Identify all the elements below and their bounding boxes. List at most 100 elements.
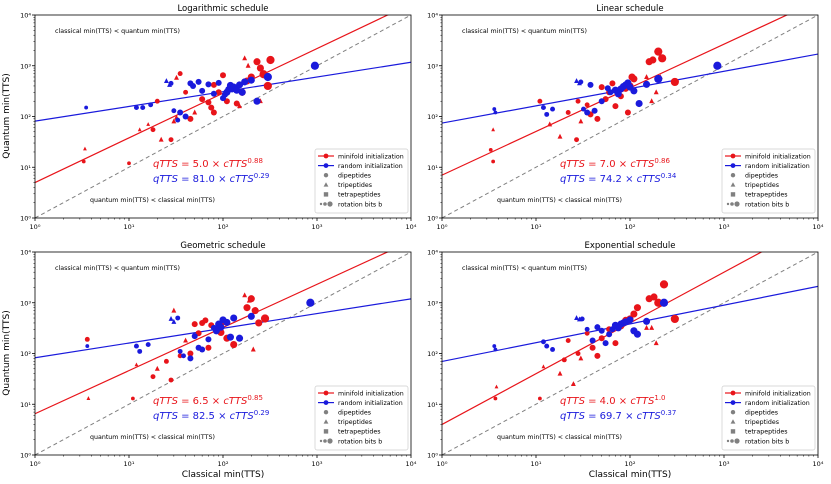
legend-label-dipeptides: dipeptides [338,410,371,417]
minifold-point [653,340,659,346]
region-upper-label: classical min(TTS) < quantum min(TTS) [55,265,180,272]
random-point [581,106,586,112]
minifold-point [150,127,156,133]
minifold-point [230,341,238,349]
minifold-point [208,104,215,111]
minifold-point [146,122,151,126]
minifold-point [598,335,605,342]
legend-circle-marker [323,410,329,415]
minifold-point [168,137,174,143]
minifold-point [557,370,563,376]
random-point [238,88,246,96]
y-axis-label: Quantum min(TTS) [2,73,12,158]
legend: minifold initialization random initializa… [314,148,409,214]
minifold-point [150,374,156,380]
random-point [598,98,605,105]
random-point [550,106,556,112]
y-tick-label: 10² [20,350,31,358]
random-point [550,347,556,352]
minifold-point [215,89,222,96]
random-point [587,81,594,88]
y-tick-label: 10⁰ [20,452,31,460]
x-tick-label: 10³ [719,223,730,231]
random-point [168,80,174,86]
minifold-point [256,64,264,72]
minifold-point [84,336,90,342]
legend-circle-marker [730,410,736,415]
region-lower-label: quantum min(TTS) < classical min(TTS) [90,434,215,441]
random-point [177,348,183,354]
x-tick-label: 10⁰ [437,460,448,468]
legend-square-marker [730,192,736,197]
legend-label-rotation_bits: rotation bits b [338,201,382,208]
legend-circle-marker [323,173,329,178]
x-tick-label: 10⁰ [30,460,41,468]
random-point [163,78,169,83]
minifold-point [565,338,571,343]
minifold-point [168,377,174,383]
minifold-point [624,109,631,116]
random-point [310,61,320,70]
random-point [578,79,584,85]
random-fit-equation: qTTS = 81.0 × cTTS0.29 [153,172,269,185]
random-point [598,327,605,334]
random-point [187,355,194,362]
minifold-point [251,307,259,315]
y-tick-label: 10³ [20,299,31,307]
panel-1: Logarithmic schedule 10⁰ 10¹ 10² 10³ 10⁴ 10⁰ 10… [20,4,417,231]
legend-label-minifold: minifold initialization [338,390,404,397]
x-tick-label: 10² [625,460,636,468]
random-point [140,105,146,111]
minifold-point [266,55,275,65]
legend-label-dipeptides: dipeptides [745,173,778,180]
minifold-point [653,89,659,95]
legend-bits-marker [319,202,323,206]
minifold-point [658,54,667,63]
minifold-point [187,115,194,122]
y-tick-label: 10⁴ [427,249,438,257]
minifold-point [594,115,601,122]
y-tick-label: 10⁴ [20,12,31,20]
random-point [643,317,651,325]
minifold-point [130,396,135,401]
x-tick-label: 10² [218,460,229,468]
identity-line [35,15,411,218]
x-tick-label: 10⁴ [406,460,417,468]
minifold-point [255,319,263,327]
random-point [137,348,143,354]
random-point [215,79,222,86]
legend-box [314,385,409,451]
minifold-point [233,100,240,107]
random-fit-equation: qTTS = 69.7 × cTTS0.37 [560,409,676,422]
region-lower-label: quantum min(TTS) < classical min(TTS) [90,197,215,204]
x-tick-label: 10⁴ [406,223,417,231]
random-point [241,78,249,86]
x-tick-label: 10³ [312,460,323,468]
minifold-point [494,384,499,389]
legend-dot-marker [730,390,736,396]
minifold-point [537,396,542,401]
region-lower-label: quantum min(TTS) < classical min(TTS) [497,197,622,204]
minifold-point [598,84,605,91]
legend-label-random: random initialization [338,400,403,407]
legend-label-tripeptides: tripeptides [745,419,779,426]
minifold-point [192,109,198,115]
minifold-point [670,314,679,324]
legend-triangle-marker [323,419,329,424]
minifold-point [561,357,567,363]
minifold-point [81,159,86,164]
y-tick-label: 10³ [20,62,31,70]
legend-label-rotation_bits: rotation bits b [745,201,789,208]
minifold-point [630,75,638,83]
minifold-point [177,353,183,359]
minifold-point [578,118,584,124]
random-point [84,105,89,110]
random-point [574,315,579,320]
minifold-point [589,344,596,351]
minifold-point [246,297,252,303]
minifold-point [488,147,493,152]
random-point [195,78,202,85]
random-point [233,86,241,94]
minifold-point [243,304,251,312]
legend-circle-marker [730,173,736,178]
